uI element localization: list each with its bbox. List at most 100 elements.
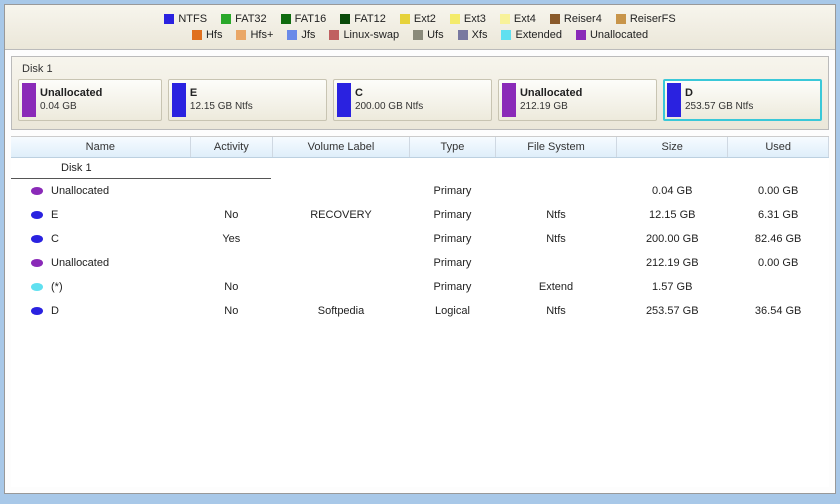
- partition-name: D: [51, 305, 59, 317]
- legend-item: FAT12: [340, 13, 386, 25]
- legend-swatch: [287, 30, 297, 40]
- legend-label: Ufs: [427, 29, 444, 41]
- legend-swatch: [164, 14, 174, 24]
- legend-swatch: [458, 30, 468, 40]
- legend-label: FAT12: [354, 13, 386, 25]
- legend-item: Linux-swap: [329, 29, 399, 41]
- legend-swatch: [329, 30, 339, 40]
- column-header[interactable]: Volume Label: [272, 137, 409, 158]
- column-header[interactable]: Type: [410, 137, 496, 158]
- legend-swatch: [236, 30, 246, 40]
- disk-block-subtitle: 253.57 GB Ntfs: [685, 101, 753, 113]
- disk-block[interactable]: Unallocated212.19 GB: [498, 79, 657, 121]
- disk-block[interactable]: C200.00 GB Ntfs: [333, 79, 492, 121]
- legend-item: Ext4: [500, 13, 536, 25]
- disk-label: Disk 1: [18, 61, 822, 79]
- table-disk-row[interactable]: Disk 1: [11, 158, 829, 180]
- legend-item: ReiserFS: [616, 13, 676, 25]
- table-row[interactable]: UnallocatedPrimary212.19 GB0.00 GB: [11, 251, 829, 275]
- legend-label: FAT16: [295, 13, 327, 25]
- partition-table-wrap: NameActivityVolume LabelTypeFile SystemS…: [11, 136, 829, 487]
- cell-fs: [495, 179, 616, 203]
- legend-panel: NTFSFAT32FAT16FAT12Ext2Ext3Ext4Reiser4Re…: [5, 5, 835, 50]
- partition-color-icon: [31, 187, 43, 195]
- legend-label: NTFS: [178, 13, 207, 25]
- legend-item: Hfs+: [236, 29, 273, 41]
- legend-item: Jfs: [287, 29, 315, 41]
- legend-swatch: [340, 14, 350, 24]
- table-row[interactable]: ENoRECOVERYPrimaryNtfs12.15 GB6.31 GB: [11, 203, 829, 227]
- cell-size: 12.15 GB: [617, 203, 728, 227]
- cell-label: [272, 227, 409, 251]
- table-header-row: NameActivityVolume LabelTypeFile SystemS…: [11, 137, 829, 158]
- partition-color-icon: [31, 283, 43, 291]
- cell-used: 0.00 GB: [728, 251, 829, 275]
- cell-type: Primary: [410, 275, 496, 299]
- disk-block-title: E: [190, 87, 253, 100]
- cell-size: 200.00 GB: [617, 227, 728, 251]
- legend-label: Reiser4: [564, 13, 602, 25]
- partition-color-icon: [31, 235, 43, 243]
- legend-label: Ext2: [414, 13, 436, 25]
- partition-name: E: [51, 209, 58, 221]
- table-row[interactable]: DNoSoftpediaLogicalNtfs253.57 GB36.54 GB: [11, 299, 829, 323]
- legend-item: Ufs: [413, 29, 444, 41]
- legend-label: Xfs: [472, 29, 488, 41]
- cell-used: 82.46 GB: [728, 227, 829, 251]
- legend-label: Hfs: [206, 29, 223, 41]
- cell-fs: Ntfs: [495, 227, 616, 251]
- legend-label: Hfs+: [250, 29, 273, 41]
- partition-name: Unallocated: [51, 257, 109, 269]
- cell-label: RECOVERY: [272, 203, 409, 227]
- partition-color-icon: [31, 259, 43, 267]
- partition-name: Unallocated: [51, 185, 109, 197]
- table-row[interactable]: UnallocatedPrimary0.04 GB0.00 GB: [11, 179, 829, 203]
- legend-label: ReiserFS: [630, 13, 676, 25]
- cell-type: Primary: [410, 227, 496, 251]
- disk-block[interactable]: E12.15 GB Ntfs: [168, 79, 327, 121]
- cell-used: 36.54 GB: [728, 299, 829, 323]
- cell-fs: Ntfs: [495, 203, 616, 227]
- legend-swatch: [400, 14, 410, 24]
- cell-label: [272, 179, 409, 203]
- partition-name: (*): [51, 281, 63, 293]
- table-row[interactable]: CYesPrimaryNtfs200.00 GB82.46 GB: [11, 227, 829, 251]
- legend-label: Jfs: [301, 29, 315, 41]
- legend-swatch: [450, 14, 460, 24]
- table-body: Disk 1UnallocatedPrimary0.04 GB0.00 GBEN…: [11, 158, 829, 324]
- disk-block-title: D: [685, 87, 753, 100]
- cell-fs: Extend: [495, 275, 616, 299]
- cell-type: Primary: [410, 179, 496, 203]
- cell-label: Softpedia: [272, 299, 409, 323]
- cell-activity: [190, 179, 272, 203]
- partition-manager-window: NTFSFAT32FAT16FAT12Ext2Ext3Ext4Reiser4Re…: [4, 4, 836, 494]
- disk-block-title: Unallocated: [40, 87, 102, 100]
- cell-activity: No: [190, 275, 272, 299]
- legend-swatch: [192, 30, 202, 40]
- column-header[interactable]: File System: [495, 137, 616, 158]
- column-header[interactable]: Used: [728, 137, 829, 158]
- partition-color-icon: [31, 307, 43, 315]
- disk-blocks: Unallocated0.04 GBE12.15 GB NtfsC200.00 …: [18, 79, 822, 121]
- legend-swatch: [550, 14, 560, 24]
- cell-activity: No: [190, 203, 272, 227]
- column-header[interactable]: Size: [617, 137, 728, 158]
- column-header[interactable]: Name: [11, 137, 190, 158]
- cell-used: 6.31 GB: [728, 203, 829, 227]
- cell-label: [272, 275, 409, 299]
- cell-activity: Yes: [190, 227, 272, 251]
- disk-block[interactable]: Unallocated0.04 GB: [18, 79, 162, 121]
- legend-label: Linux-swap: [343, 29, 399, 41]
- legend-label: Unallocated: [590, 29, 648, 41]
- disk-panel: Disk 1 Unallocated0.04 GBE12.15 GB NtfsC…: [11, 56, 829, 130]
- disk-block[interactable]: D253.57 GB Ntfs: [663, 79, 822, 121]
- disk-block-colorbar: [172, 83, 186, 117]
- legend-label: Ext3: [464, 13, 486, 25]
- table-row[interactable]: (*)NoPrimaryExtend1.57 GB: [11, 275, 829, 299]
- disk-block-subtitle: 0.04 GB: [40, 101, 102, 113]
- cell-fs: [495, 251, 616, 275]
- cell-activity: No: [190, 299, 272, 323]
- legend-swatch: [576, 30, 586, 40]
- column-header[interactable]: Activity: [190, 137, 272, 158]
- partition-table: NameActivityVolume LabelTypeFile SystemS…: [11, 137, 829, 323]
